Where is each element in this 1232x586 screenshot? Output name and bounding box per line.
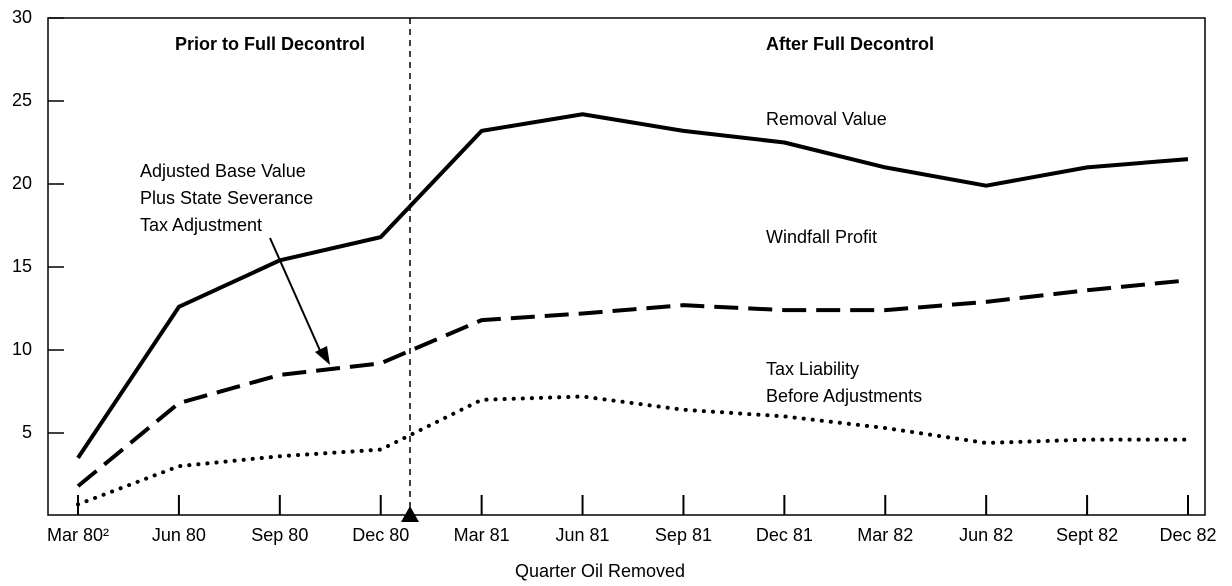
annotation: Adjusted Base Value [140,161,306,181]
annotation: After Full Decontrol [766,34,934,54]
x-tick-label: Sep 80 [251,525,308,545]
y-tick-label: 5 [22,422,32,442]
x-tick-label: Jun 81 [556,525,610,545]
x-tick-label: Mar 82 [857,525,913,545]
y-tick-label: 20 [12,173,32,193]
annotation: Before Adjustments [766,386,922,406]
x-tick-label: Jun 80 [152,525,206,545]
annotation: Removal Value [766,109,887,129]
x-tick-label: Dec 80 [352,525,409,545]
annotation: Tax Adjustment [140,215,262,235]
series-line [76,394,1190,507]
x-tick-label: Dec 81 [756,525,813,545]
series-line [76,112,1189,460]
x-tick-label: Mar 80² [47,525,109,545]
series-line [76,278,1189,488]
decontrol-marker [401,506,419,522]
x-tick-label: Mar 81 [454,525,510,545]
annotation: Tax Liability [766,359,859,379]
y-tick-label: 15 [12,256,32,276]
annotation: Plus State Severance [140,188,313,208]
x-tick-label: Sep 81 [655,525,712,545]
annotation: Prior to Full Decontrol [175,34,365,54]
arrow [269,237,323,356]
y-tick-label: 30 [12,7,32,27]
y-tick-label: 10 [12,339,32,359]
plot-frame [47,17,1206,516]
annotation: Windfall Profit [766,227,877,247]
x-axis-label: Quarter Oil Removed [515,561,685,581]
x-tick-label: Dec 82 [1159,525,1216,545]
arrow-head [315,346,330,365]
x-tick-label: Sept 82 [1056,525,1118,545]
x-tick-label: Jun 82 [959,525,1013,545]
y-tick-label: 25 [12,90,32,110]
